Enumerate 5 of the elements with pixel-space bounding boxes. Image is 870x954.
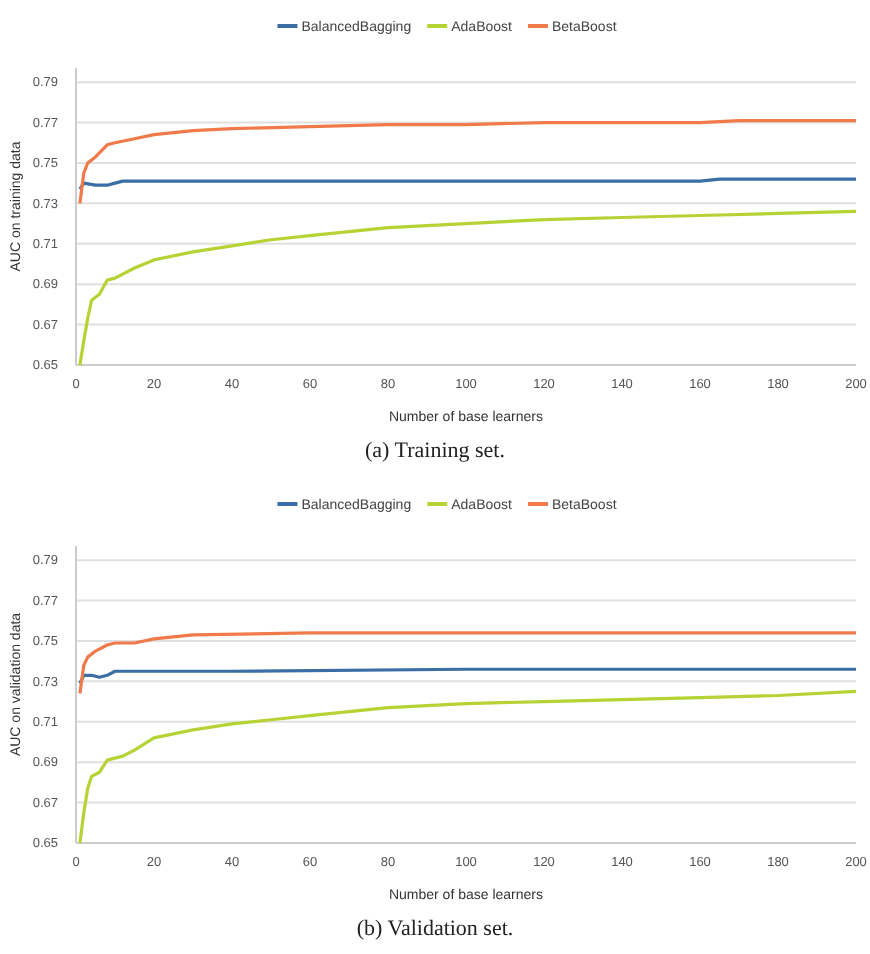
text: (b) Validation set. (356, 916, 514, 940)
line-series (78, 666, 858, 684)
text: (a) Training set. (365, 439, 506, 463)
line-series (78, 630, 858, 695)
line-series (78, 118, 858, 205)
